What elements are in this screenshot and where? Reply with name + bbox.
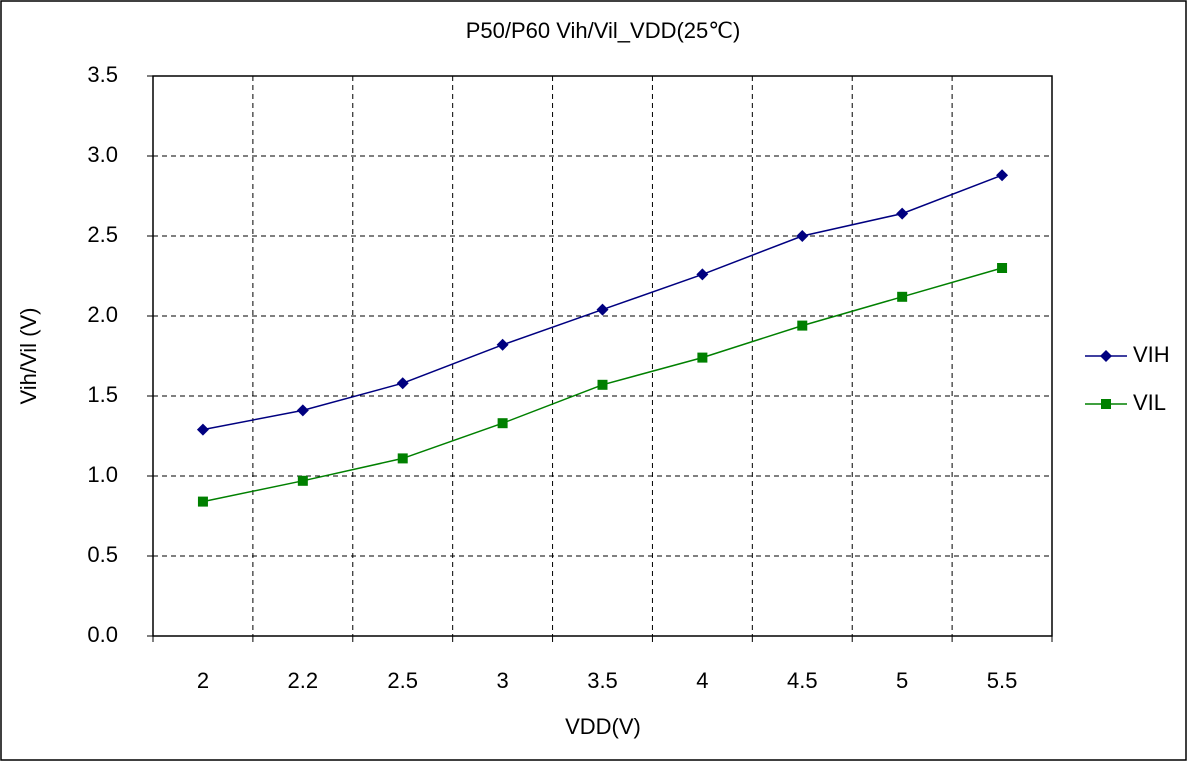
data-point: [596, 303, 609, 316]
legend-marker: [1100, 350, 1112, 362]
y-tick-label: 1.5: [87, 382, 118, 407]
x-tick-label: 5.5: [987, 668, 1018, 693]
x-tick-label: 5: [896, 668, 908, 693]
plot-border: [152, 75, 1053, 637]
y-tick-label: 2.0: [87, 302, 118, 327]
y-tick-label: 3.5: [87, 62, 118, 87]
data-point: [896, 207, 909, 220]
data-point: [396, 377, 409, 390]
y-tick-label: 1.0: [87, 462, 118, 487]
data-point: [496, 338, 509, 351]
plot-area: [153, 76, 1052, 636]
y-tick-label: 0.5: [87, 542, 118, 567]
x-tick-label: 4.5: [787, 668, 818, 693]
y-tick-label: 3.0: [87, 142, 118, 167]
data-point: [897, 291, 908, 302]
data-point: [597, 379, 608, 390]
data-point: [197, 496, 208, 507]
y-tick-label: 0.0: [87, 622, 118, 647]
x-axis-title: VDD(V): [565, 714, 641, 739]
x-tick-label: 2.5: [387, 668, 418, 693]
x-tick-label: 2: [197, 668, 209, 693]
data-point: [296, 404, 309, 417]
data-point: [696, 268, 709, 281]
data-point: [297, 475, 308, 486]
data-point: [997, 263, 1008, 273]
data-point: [497, 418, 508, 429]
data-point: [996, 169, 1009, 182]
y-axis-title: Vih/Vil (V): [16, 307, 41, 404]
legend-label: VIH: [1133, 342, 1170, 367]
x-tick-label: 2.2: [288, 668, 319, 693]
data-point: [796, 230, 809, 242]
data-point: [397, 453, 408, 464]
data-point: [797, 320, 808, 331]
data-point: [196, 423, 209, 436]
y-tick-label: 2.5: [87, 222, 118, 247]
x-tick-label: 3: [496, 668, 508, 693]
chart-title: P50/P60 Vih/Vil_VDD(25℃): [466, 18, 741, 43]
legend-marker: [1101, 399, 1111, 409]
data-point: [697, 352, 708, 363]
x-tick-label: 3.5: [587, 668, 618, 693]
legend-label: VIL: [1133, 390, 1166, 415]
x-tick-label: 4: [696, 668, 708, 693]
